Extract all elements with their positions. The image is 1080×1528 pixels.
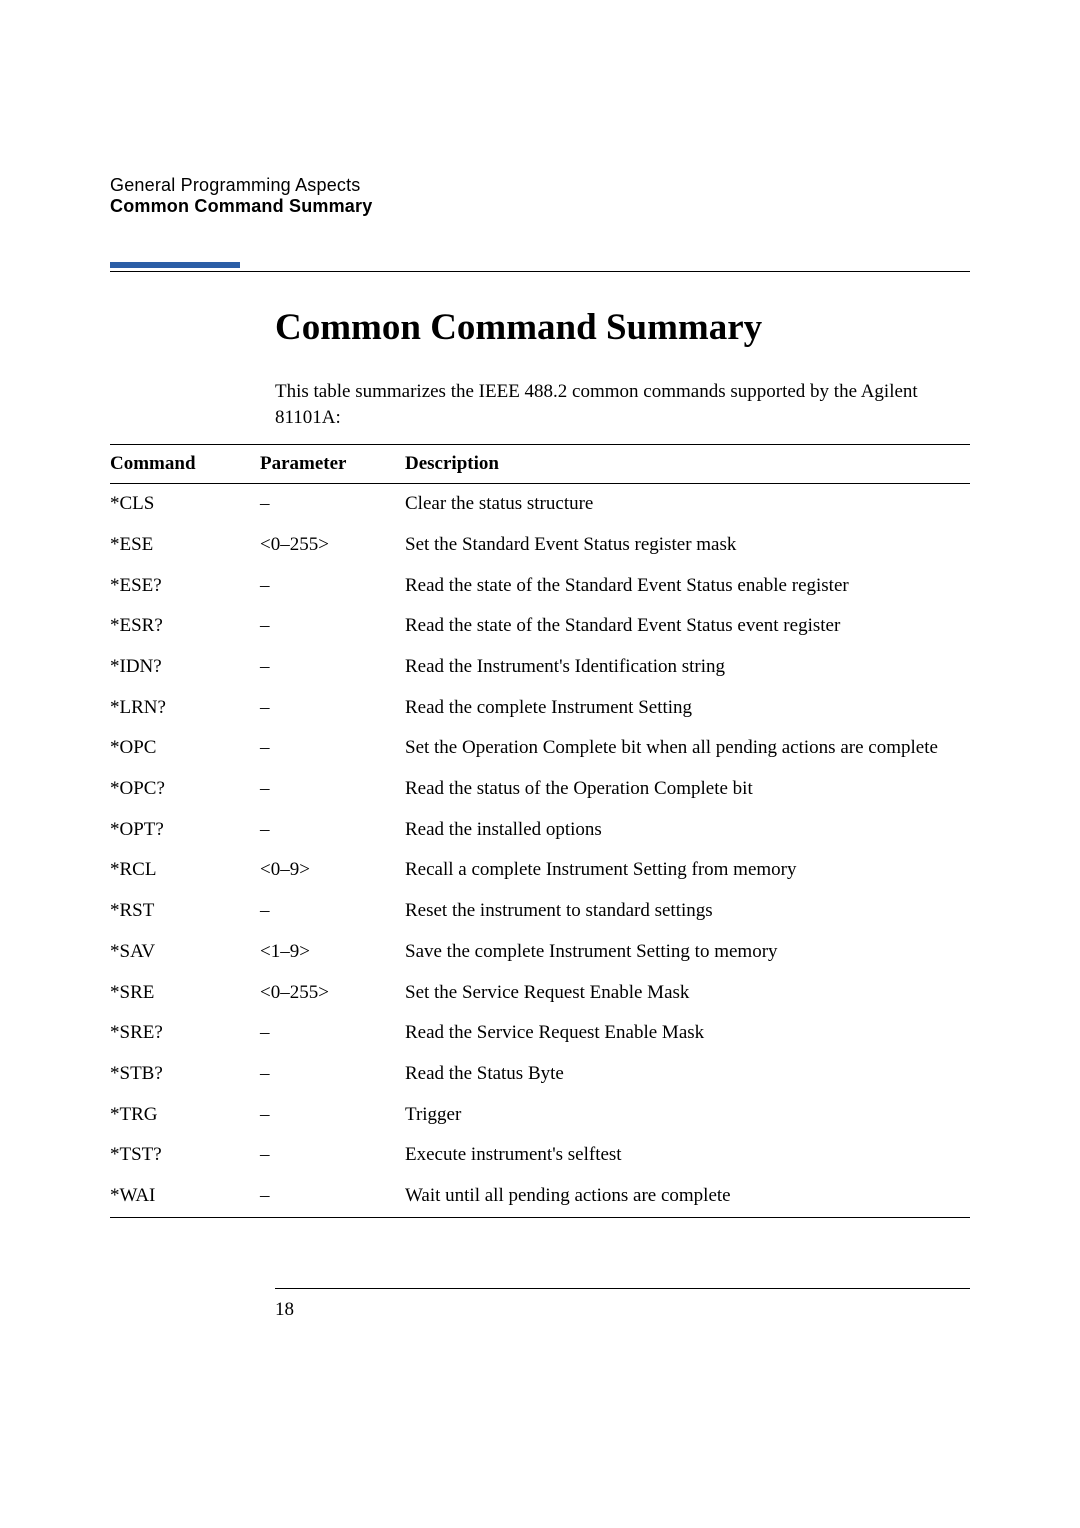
cell-description: Set the Service Request Enable Mask (405, 973, 970, 1014)
cell-parameter: – (260, 566, 405, 607)
table-row: *ESE?–Read the state of the Standard Eve… (110, 566, 970, 607)
cell-parameter: – (260, 810, 405, 851)
cell-command: *TRG (110, 1095, 260, 1136)
cell-description: Read the status of the Operation Complet… (405, 769, 970, 810)
cell-description: Read the complete Instrument Setting (405, 688, 970, 729)
cell-description: Read the state of the Standard Event Sta… (405, 606, 970, 647)
table-row: *STB?–Read the Status Byte (110, 1054, 970, 1095)
table-row: *OPC?–Read the status of the Operation C… (110, 769, 970, 810)
cell-command: *RCL (110, 850, 260, 891)
cell-parameter: <0–255> (260, 973, 405, 1014)
cell-parameter: – (260, 728, 405, 769)
table-row: *IDN?–Read the Instrument's Identificati… (110, 647, 970, 688)
running-header: General Programming Aspects Common Comma… (110, 175, 970, 217)
table-row: *SRE?–Read the Service Request Enable Ma… (110, 1013, 970, 1054)
commands-table: Command Parameter Description *CLS–Clear… (110, 444, 970, 1217)
table-row: *OPC–Set the Operation Complete bit when… (110, 728, 970, 769)
cell-command: *SRE (110, 973, 260, 1014)
cell-parameter: <0–255> (260, 525, 405, 566)
cell-description: Read the state of the Standard Event Sta… (405, 566, 970, 607)
cell-command: *ESE? (110, 566, 260, 607)
cell-parameter: – (260, 1135, 405, 1176)
intro-paragraph: This table summarizes the IEEE 488.2 com… (275, 379, 970, 430)
section-rule (110, 255, 970, 272)
footer-rule (275, 1288, 970, 1289)
table-row: *ESE<0–255>Set the Standard Event Status… (110, 525, 970, 566)
table-row: *SRE<0–255>Set the Service Request Enabl… (110, 973, 970, 1014)
cell-command: *OPT? (110, 810, 260, 851)
cell-description: Set the Operation Complete bit when all … (405, 728, 970, 769)
table-row: *TST?–Execute instrument's selftest (110, 1135, 970, 1176)
cell-description: Read the Status Byte (405, 1054, 970, 1095)
cell-command: *IDN? (110, 647, 260, 688)
col-header-description: Description (405, 445, 970, 484)
cell-description: Clear the status structure (405, 484, 970, 525)
cell-description: Set the Standard Event Status register m… (405, 525, 970, 566)
cell-description: Recall a complete Instrument Setting fro… (405, 850, 970, 891)
cell-description: Read the installed options (405, 810, 970, 851)
table-row: *WAI–Wait until all pending actions are … (110, 1176, 970, 1217)
page-title: Common Command Summary (275, 306, 970, 349)
cell-command: *ESR? (110, 606, 260, 647)
cell-parameter: – (260, 688, 405, 729)
cell-command: *SAV (110, 932, 260, 973)
cell-command: *OPC (110, 728, 260, 769)
cell-parameter: – (260, 891, 405, 932)
rule-line (110, 271, 970, 272)
table-row: *RST–Reset the instrument to standard se… (110, 891, 970, 932)
cell-description: Read the Instrument's Identification str… (405, 647, 970, 688)
table-row: *SAV<1–9>Save the complete Instrument Se… (110, 932, 970, 973)
table-row: *RCL<0–9>Recall a complete Instrument Se… (110, 850, 970, 891)
cell-parameter: – (260, 647, 405, 688)
table-row: *OPT?–Read the installed options (110, 810, 970, 851)
cell-command: *OPC? (110, 769, 260, 810)
table-row: *ESR?–Read the state of the Standard Eve… (110, 606, 970, 647)
cell-parameter: – (260, 484, 405, 525)
page-number: 18 (275, 1299, 970, 1321)
cell-parameter: <1–9> (260, 932, 405, 973)
header-section: Common Command Summary (110, 196, 970, 217)
cell-description: Wait until all pending actions are compl… (405, 1176, 970, 1217)
cell-command: *RST (110, 891, 260, 932)
cell-description: Save the complete Instrument Setting to … (405, 932, 970, 973)
col-header-command: Command (110, 445, 260, 484)
cell-parameter: – (260, 1054, 405, 1095)
cell-parameter: – (260, 1095, 405, 1136)
cell-parameter: – (260, 769, 405, 810)
header-chapter: General Programming Aspects (110, 175, 970, 196)
cell-parameter: – (260, 606, 405, 647)
cell-description: Execute instrument's selftest (405, 1135, 970, 1176)
table-row: *TRG–Trigger (110, 1095, 970, 1136)
cell-description: Trigger (405, 1095, 970, 1136)
cell-command: *STB? (110, 1054, 260, 1095)
cell-description: Read the Service Request Enable Mask (405, 1013, 970, 1054)
cell-command: *CLS (110, 484, 260, 525)
cell-command: *WAI (110, 1176, 260, 1217)
cell-command: *SRE? (110, 1013, 260, 1054)
cell-description: Reset the instrument to standard setting… (405, 891, 970, 932)
cell-command: *LRN? (110, 688, 260, 729)
cell-parameter: – (260, 1176, 405, 1217)
rule-accent-icon (110, 262, 240, 268)
cell-parameter: <0–9> (260, 850, 405, 891)
col-header-parameter: Parameter (260, 445, 405, 484)
table-row: *LRN?–Read the complete Instrument Setti… (110, 688, 970, 729)
table-header-row: Command Parameter Description (110, 445, 970, 484)
cell-command: *ESE (110, 525, 260, 566)
cell-command: *TST? (110, 1135, 260, 1176)
table-row: *CLS–Clear the status structure (110, 484, 970, 525)
cell-parameter: – (260, 1013, 405, 1054)
